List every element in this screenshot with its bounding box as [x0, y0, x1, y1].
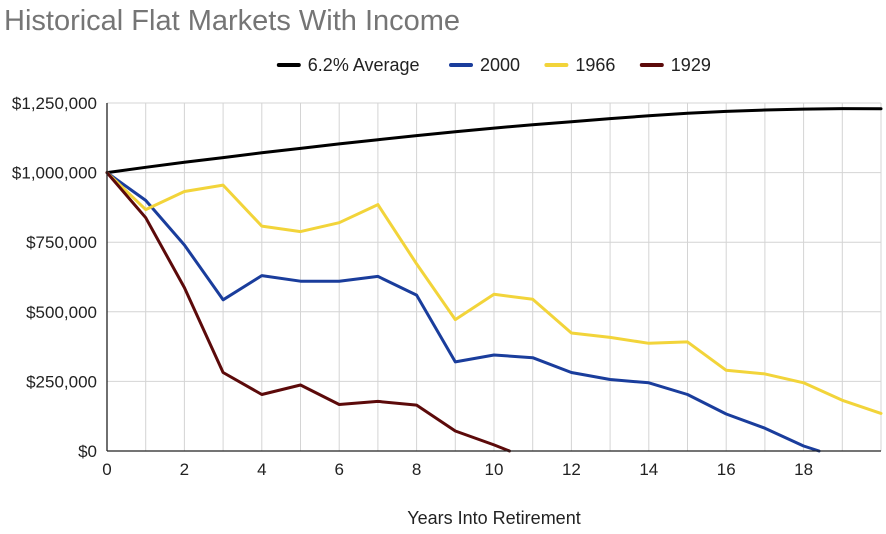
axes — [106, 103, 881, 452]
x-tick-label: 16 — [717, 460, 736, 479]
x-tick-label: 6 — [334, 460, 343, 479]
x-tick-label: 8 — [412, 460, 421, 479]
tick-labels: $0 $250,000 $500,000 $750,000 $1,000,000 $1,2… — [12, 94, 813, 479]
legend-item-2: 1966 — [544, 55, 615, 75]
legend-label: 2000 — [480, 55, 520, 75]
y-tick-label: $750,000 — [26, 233, 97, 252]
legend-label: 1929 — [671, 55, 711, 75]
legend-item-1: 2000 — [449, 55, 520, 75]
x-tick-label: 14 — [639, 460, 658, 479]
series-layer — [105, 107, 883, 453]
grid-lines — [106, 102, 882, 452]
x-axis-label: Years Into Retirement — [407, 508, 580, 528]
x-tick-label: 12 — [562, 460, 581, 479]
x-tick-label: 10 — [485, 460, 504, 479]
legend: 6.2% Average 2000 1966 1929 — [276, 55, 711, 75]
series-line-1 — [105, 171, 821, 453]
y-tick-label: $250,000 — [26, 372, 97, 391]
series-line-0 — [105, 107, 883, 175]
legend-item-3: 1929 — [639, 55, 711, 75]
y-tick-label: $500,000 — [26, 303, 97, 322]
series-line-2 — [105, 171, 883, 415]
x-tick-label: 0 — [102, 460, 111, 479]
x-tick-label: 18 — [794, 460, 813, 479]
series-line-3 — [105, 171, 511, 453]
legend-label: 1966 — [575, 55, 615, 75]
y-tick-label: $1,250,000 — [12, 94, 97, 113]
chart-title: Historical Flat Markets With Income — [4, 5, 460, 37]
x-tick-label: 2 — [180, 460, 189, 479]
y-tick-label: $1,000,000 — [12, 164, 97, 183]
y-tick-label: $0 — [78, 442, 97, 461]
x-tick-label: 4 — [257, 460, 266, 479]
legend-item-0: 6.2% Average — [276, 55, 420, 75]
legend-label: 6.2% Average — [308, 55, 420, 75]
